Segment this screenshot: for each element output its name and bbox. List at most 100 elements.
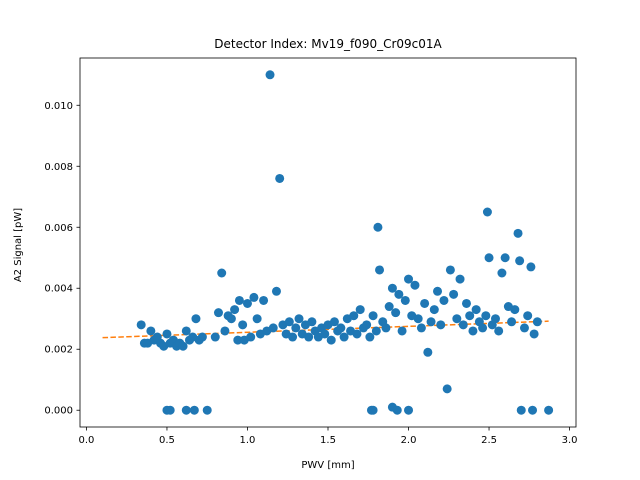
scatter-point xyxy=(392,405,402,415)
y-tick-label: 0.002 xyxy=(44,345,73,356)
scatter-point xyxy=(532,317,542,327)
scatter-point xyxy=(210,332,220,342)
scatter-point xyxy=(202,405,212,415)
scatter-point xyxy=(217,268,227,278)
scatter-point xyxy=(478,323,488,333)
y-tick-label: 0.004 xyxy=(44,284,73,295)
scatter-point xyxy=(433,286,443,296)
scatter-point xyxy=(368,311,378,321)
scatter-point xyxy=(458,320,468,330)
y-tick-label: 0.008 xyxy=(44,162,73,173)
scatter-point xyxy=(439,295,449,305)
scatter-point xyxy=(189,405,199,415)
scatter-point xyxy=(420,298,430,308)
scatter-point xyxy=(529,329,539,339)
scatter-point xyxy=(500,253,510,263)
x-axis-label: PWV [mm] xyxy=(301,460,354,471)
scatter-point xyxy=(275,173,285,183)
scatter-point xyxy=(336,323,346,333)
scatter-point xyxy=(352,329,362,339)
scatter-point xyxy=(252,314,262,324)
scatter-point xyxy=(490,314,500,324)
scatter-point xyxy=(213,308,223,318)
scatter-point xyxy=(484,253,494,263)
scatter-point xyxy=(181,326,191,336)
scatter-point xyxy=(291,323,301,333)
scatter-point xyxy=(259,295,269,305)
scatter-point xyxy=(391,308,401,318)
scatter-point xyxy=(442,384,452,394)
scatter-point xyxy=(375,265,385,275)
scatter-point xyxy=(165,405,175,415)
scatter-point xyxy=(413,314,423,324)
scatter-point xyxy=(368,405,378,415)
scatter-point xyxy=(246,332,256,342)
scatter-point xyxy=(365,332,375,342)
scatter-point xyxy=(404,274,414,284)
scatter-point xyxy=(397,326,407,336)
scatter-point xyxy=(191,314,201,324)
scatter-point xyxy=(507,317,517,327)
scatter-points-layer xyxy=(136,70,554,415)
scatter-point xyxy=(481,311,491,321)
scatter-point xyxy=(445,265,455,275)
scatter-point xyxy=(307,317,317,327)
scatter-point xyxy=(162,329,172,339)
scatter-point xyxy=(304,332,314,342)
y-tick-label: 0.010 xyxy=(44,101,73,112)
scatter-point xyxy=(349,311,359,321)
x-tick-label: 0.5 xyxy=(159,435,175,446)
scatter-point xyxy=(373,222,383,232)
x-axis-ticks: 0.0 0.5 1.0 1.5 2.0 2.5 3.0 xyxy=(78,427,578,446)
scatter-point xyxy=(468,326,478,336)
scatter-point xyxy=(423,347,433,357)
scatter-point xyxy=(497,268,507,278)
scatter-point xyxy=(429,305,439,315)
scatter-point xyxy=(355,305,365,315)
scatter-point xyxy=(268,323,278,333)
scatter-point xyxy=(452,314,462,324)
scatter-point xyxy=(400,295,410,305)
scatter-point xyxy=(515,256,525,266)
scatter-point xyxy=(339,332,349,342)
scatter-point xyxy=(288,332,298,342)
scatter-point xyxy=(426,317,436,327)
y-axis-label: A2 Signal [pW] xyxy=(13,208,24,282)
scatter-point xyxy=(494,326,504,336)
scatter-point xyxy=(519,323,529,333)
scatter-point xyxy=(461,298,471,308)
scatter-point xyxy=(528,405,538,415)
x-tick-label: 1.5 xyxy=(320,435,336,446)
scatter-point xyxy=(178,341,188,351)
scatter-point xyxy=(320,329,330,339)
scatter-point xyxy=(220,326,230,336)
scatter-point xyxy=(544,405,554,415)
scatter-point xyxy=(233,335,243,345)
x-tick-label: 1.0 xyxy=(240,435,256,446)
scatter-point xyxy=(394,289,404,299)
scatter-point xyxy=(294,314,304,324)
scatter-point xyxy=(510,305,520,315)
scatter-point xyxy=(482,207,492,217)
x-tick-label: 2.0 xyxy=(401,435,417,446)
scatter-point xyxy=(230,305,240,315)
x-tick-label: 0.0 xyxy=(78,435,94,446)
scatter-point xyxy=(234,295,244,305)
y-tick-label: 0.000 xyxy=(44,406,73,417)
scatter-point xyxy=(329,317,339,327)
scatter-point xyxy=(271,286,281,296)
scatter-point xyxy=(387,283,397,293)
y-axis-ticks: 0.000 0.002 0.004 0.006 0.008 0.010 xyxy=(44,101,80,417)
scatter-point xyxy=(326,335,336,345)
scatter-point xyxy=(471,305,481,315)
scatter-point xyxy=(249,292,259,302)
scatter-point xyxy=(410,280,420,290)
x-tick-label: 3.0 xyxy=(562,435,578,446)
scatter-point xyxy=(381,323,391,333)
scatter-point xyxy=(146,326,156,336)
scatter-point xyxy=(384,302,394,312)
scatter-point xyxy=(526,262,536,272)
scatter-point xyxy=(242,298,252,308)
